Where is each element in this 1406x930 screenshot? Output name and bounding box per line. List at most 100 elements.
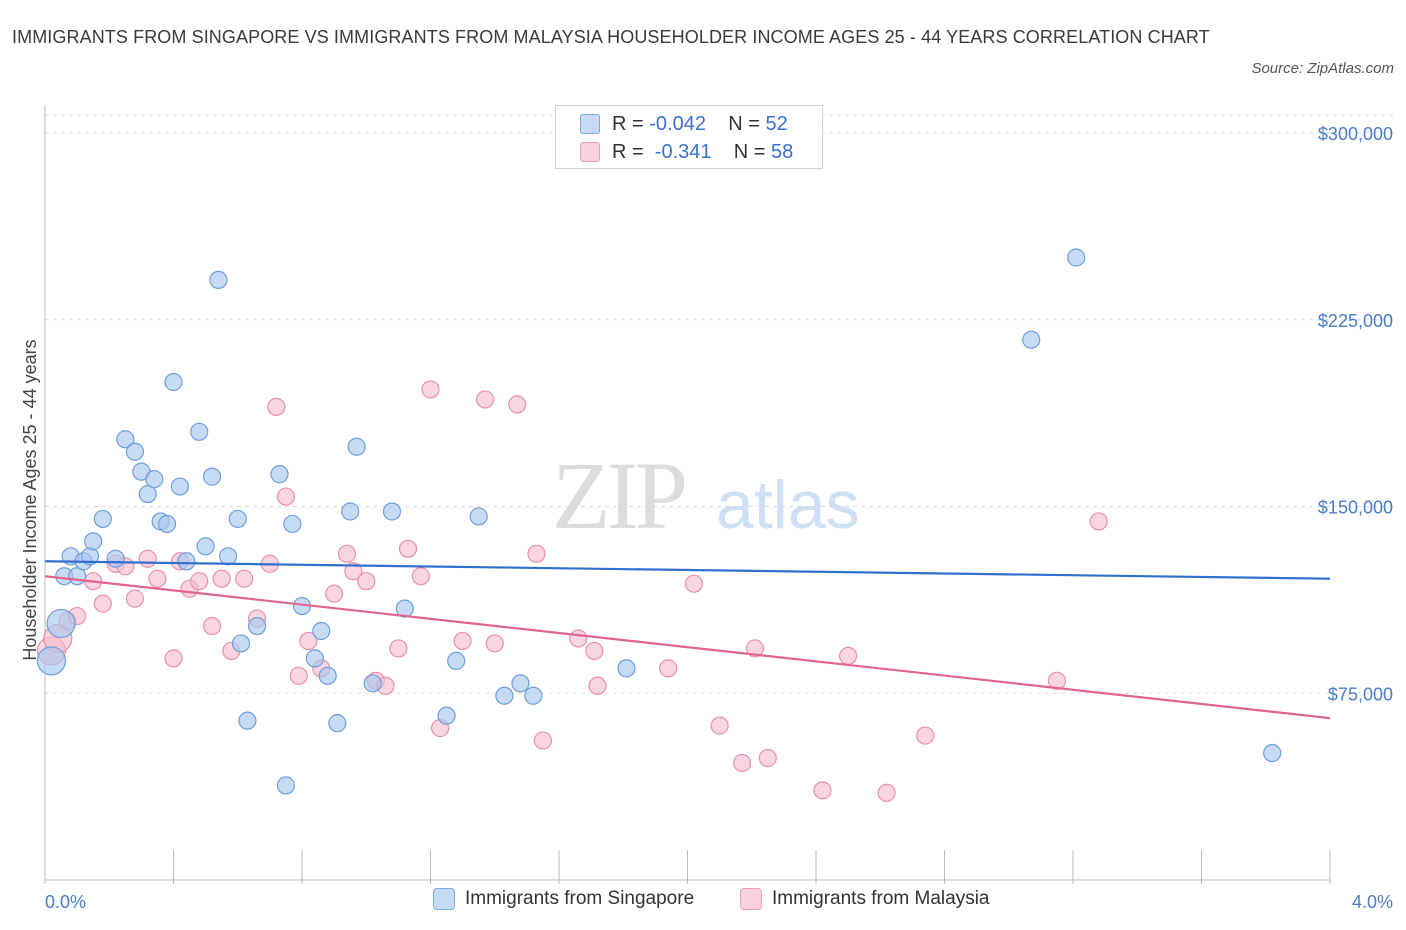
malaysia-point <box>389 639 408 658</box>
malaysia-point <box>588 676 607 695</box>
singapore-point <box>347 437 366 456</box>
singapore-point <box>312 621 331 641</box>
malaysia-point <box>276 487 296 506</box>
malaysia-point <box>533 731 553 750</box>
legend-n-label: N = <box>728 112 766 135</box>
singapore-point <box>84 532 103 551</box>
malaysia-point <box>813 781 832 800</box>
watermark-zip: ZIP <box>552 442 685 549</box>
singapore-point <box>1022 330 1041 349</box>
y-tick-label: $300,000 <box>1318 124 1393 144</box>
x-tick-label: 0.0% <box>45 892 86 912</box>
singapore-point <box>219 547 238 566</box>
malaysia-point <box>733 753 752 773</box>
chart-title: IMMIGRANTS FROM SINGAPORE VS IMMIGRANTS … <box>12 27 1210 47</box>
malaysia-points <box>36 380 1108 802</box>
legend-r-value: -0.341 <box>649 140 712 163</box>
singapore-points <box>36 248 1282 795</box>
malaysia-point <box>202 616 222 636</box>
malaysia-point <box>453 631 472 651</box>
stats-legend: R = -0.042 N = 52 R = -0.341 N = 58 <box>555 105 823 169</box>
singapore-point <box>177 552 196 571</box>
singapore-point <box>125 442 145 461</box>
singapore-point <box>447 651 466 670</box>
malaysia-point <box>138 549 157 568</box>
singapore-point <box>270 465 289 484</box>
legend-n-value: 52 <box>765 112 788 135</box>
source-label: Source: ZipAtlas.com <box>1251 60 1394 77</box>
malaysia-point <box>527 544 546 563</box>
malaysia-point <box>289 666 308 685</box>
singapore-point <box>341 502 360 521</box>
malaysia-point <box>212 569 231 588</box>
malaysia-point <box>344 562 363 581</box>
malaysia-point <box>758 748 777 768</box>
singapore-point <box>1067 248 1086 267</box>
singapore-point <box>164 372 183 392</box>
axes <box>44 105 1331 884</box>
legend-r-label: R = <box>612 112 650 135</box>
legend-row-malaysia: R = -0.341 N = 58 <box>580 139 793 165</box>
y-tick-labels: $75,000 $150,000 $225,000 $300,000 <box>1318 124 1393 704</box>
y-tick-label: $75,000 <box>1328 684 1393 704</box>
malaysia-point <box>398 539 418 558</box>
legend-swatch-malaysia <box>580 142 600 162</box>
legend-swatch-singapore <box>580 114 600 134</box>
malaysia-point <box>485 634 504 653</box>
legend-r-value: -0.042 <box>649 112 706 135</box>
legend-swatch-singapore <box>433 888 455 910</box>
malaysia-point <box>411 567 430 586</box>
legend-r-label: R = <box>612 140 650 163</box>
malaysia-point <box>190 572 209 591</box>
singapore-point <box>106 549 125 568</box>
malaysia-point <box>93 594 112 613</box>
singapore-point <box>170 477 190 496</box>
malaysia-point <box>710 716 729 735</box>
x-tick-labels: 0.0% 4.0% <box>45 892 1393 912</box>
singapore-point <box>469 507 488 526</box>
singapore-trend-line <box>44 560 1331 580</box>
legend-item-malaysia: Immigrants from Malaysia <box>740 888 990 910</box>
singapore-point <box>511 674 530 693</box>
y-tick-label: $150,000 <box>1318 498 1393 518</box>
malaysia-point <box>267 397 286 416</box>
malaysia-point <box>125 589 145 608</box>
legend-row-singapore: R = -0.042 N = 52 <box>580 111 788 137</box>
singapore-point <box>283 514 302 534</box>
malaysia-point <box>659 659 678 678</box>
singapore-point <box>36 646 67 676</box>
singapore-point <box>202 467 222 486</box>
malaysia-point <box>421 380 440 399</box>
malaysia-point <box>325 584 344 603</box>
legend-item-singapore: Immigrants from Singapore <box>433 888 694 910</box>
grid-lines <box>45 114 1395 694</box>
series-legend: Immigrants from Singapore Immigrants fro… <box>0 888 1406 918</box>
singapore-point <box>190 422 209 441</box>
singapore-point <box>495 686 514 705</box>
watermark: ZIP atlas <box>552 442 860 549</box>
singapore-point <box>276 776 296 795</box>
singapore-point <box>116 430 135 449</box>
singapore-point <box>395 599 414 618</box>
trend-lines <box>44 560 1331 720</box>
malaysia-trend-line <box>44 575 1331 720</box>
malaysia-point <box>299 631 318 651</box>
watermark-atlas: atlas <box>716 467 860 543</box>
singapore-point <box>1263 743 1282 763</box>
singapore-point <box>228 509 247 529</box>
singapore-point <box>328 714 347 733</box>
malaysia-point <box>877 783 896 802</box>
legend-swatch-malaysia <box>740 888 762 910</box>
legend-label-singapore: Immigrants from Singapore <box>465 888 695 909</box>
singapore-point <box>437 706 456 725</box>
legend-n-value: 58 <box>771 140 794 163</box>
malaysia-point <box>916 726 935 745</box>
singapore-point <box>305 649 324 668</box>
singapore-point <box>231 634 251 653</box>
malaysia-point <box>684 574 704 593</box>
malaysia-point <box>235 569 254 588</box>
malaysia-point <box>164 649 183 668</box>
singapore-point <box>93 509 112 529</box>
malaysia-point <box>1089 512 1108 531</box>
y-tick-label: $225,000 <box>1318 311 1393 331</box>
